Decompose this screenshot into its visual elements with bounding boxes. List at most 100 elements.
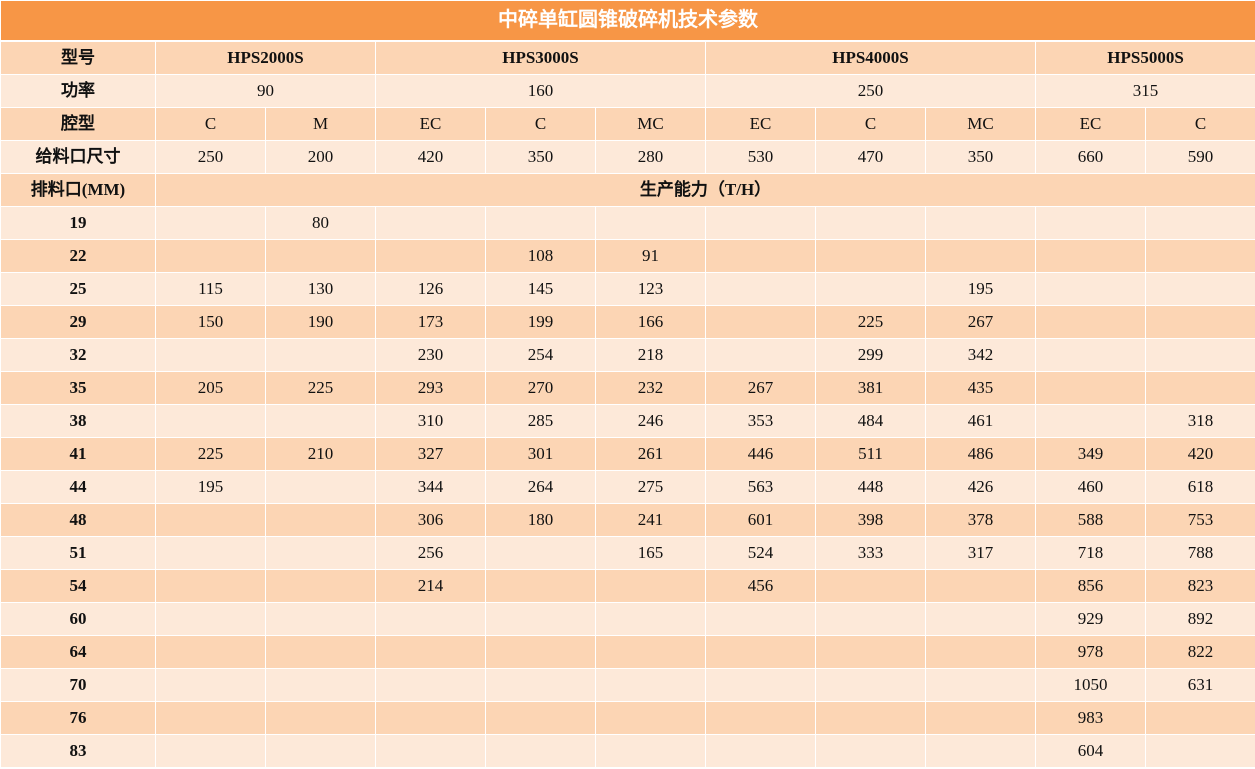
capacity-cell — [1035, 305, 1146, 339]
capacity-cell — [375, 635, 486, 669]
capacity-cell — [705, 734, 816, 768]
capacity-cell: 293 — [375, 371, 486, 405]
table-row: 41 225 210 327 301 261 446 511 486 349 420 — [0, 437, 1255, 471]
cavity-cell: C — [155, 107, 266, 141]
capacity-cell: 301 — [485, 437, 596, 471]
discharge-label: 排料口(MM) — [0, 173, 156, 207]
capacity-cell — [595, 569, 706, 603]
capacity-cell — [1035, 239, 1146, 273]
capacity-cell — [155, 602, 266, 636]
capacity-cell — [485, 602, 596, 636]
capacity-cell — [815, 569, 926, 603]
capacity-cell — [925, 206, 1036, 240]
capacity-cell — [705, 272, 816, 306]
cavity-cell: C — [1144, 107, 1255, 141]
capacity-cell: 631 — [1144, 668, 1255, 702]
capacity-cell — [375, 206, 486, 240]
capacity-cell: 333 — [815, 536, 926, 570]
capacity-cell — [155, 668, 266, 702]
discharge-header-row: 排料口(MM) 生产能力（T/H） — [0, 173, 1255, 207]
capacity-cell — [265, 569, 376, 603]
capacity-cell: 618 — [1144, 470, 1255, 504]
capacity-cell: 270 — [485, 371, 596, 405]
capacity-cell — [705, 206, 816, 240]
capacity-cell: 199 — [485, 305, 596, 339]
feed-cell: 660 — [1035, 140, 1146, 174]
feed-row: 给料口尺寸 250 200 420 350 280 530 470 350 660 590 — [0, 140, 1255, 174]
capacity-cell — [595, 668, 706, 702]
capacity-cell: 115 — [155, 272, 266, 306]
capacity-cell — [265, 404, 376, 438]
table-row: 35 205 225 293 270 232 267 381 435 — [0, 371, 1255, 405]
capacity-cell: 327 — [375, 437, 486, 471]
capacity-cell: 461 — [925, 404, 1036, 438]
capacity-cell: 563 — [705, 470, 816, 504]
capacity-cell — [925, 569, 1036, 603]
capacity-cell: 130 — [265, 272, 376, 306]
capacity-cell: 511 — [815, 437, 926, 471]
capacity-cell — [1035, 206, 1146, 240]
power-row: 功率 90 160 250 315 — [0, 74, 1255, 108]
capacity-cell — [705, 239, 816, 273]
table-row: 83 604 — [0, 734, 1255, 768]
capacity-cell — [925, 602, 1036, 636]
capacity-cell — [155, 536, 266, 570]
discharge-cell: 70 — [0, 668, 156, 702]
capacity-cell: 381 — [815, 371, 926, 405]
capacity-cell: 344 — [375, 470, 486, 504]
capacity-cell: 256 — [375, 536, 486, 570]
capacity-cell: 788 — [1144, 536, 1255, 570]
cavity-cell: MC — [925, 107, 1036, 141]
table-row: 70 1050 631 — [0, 668, 1255, 702]
capacity-cell — [595, 206, 706, 240]
capacity-cell — [815, 701, 926, 735]
capacity-cell: 166 — [595, 305, 706, 339]
capacity-cell — [1144, 272, 1255, 306]
capacity-cell: 718 — [1035, 536, 1146, 570]
table-row: 38 310 285 246 353 484 461 318 — [0, 404, 1255, 438]
capacity-cell — [1144, 239, 1255, 273]
model-cell: HPS2000S — [155, 40, 376, 75]
feed-cell: 200 — [265, 140, 376, 174]
capacity-cell: 165 — [595, 536, 706, 570]
capacity-cell: 123 — [595, 272, 706, 306]
table-title: 中碎单缸圆锥破碎机技术参数 — [0, 0, 1255, 42]
capacity-cell: 398 — [815, 503, 926, 537]
capacity-cell: 978 — [1035, 635, 1146, 669]
capacity-cell: 823 — [1144, 569, 1255, 603]
discharge-cell: 22 — [0, 239, 156, 273]
capacity-cell — [155, 701, 266, 735]
capacity-cell: 753 — [1144, 503, 1255, 537]
capacity-cell: 246 — [595, 404, 706, 438]
capacity-cell — [815, 668, 926, 702]
capacity-cell — [265, 503, 376, 537]
capacity-cell: 225 — [815, 305, 926, 339]
capacity-cell — [1035, 371, 1146, 405]
model-row: 型号 HPS2000S HPS3000S HPS4000S HPS5000S — [0, 40, 1255, 75]
cavity-cell: EC — [1035, 107, 1146, 141]
table-row: 64 978 822 — [0, 635, 1255, 669]
capacity-cell: 173 — [375, 305, 486, 339]
cavity-cell: EC — [705, 107, 816, 141]
capacity-cell — [1144, 734, 1255, 768]
capacity-cell: 190 — [265, 305, 376, 339]
capacity-cell: 210 — [265, 437, 376, 471]
table-row: 51 256 165 524 333 317 718 788 — [0, 536, 1255, 570]
discharge-cell: 83 — [0, 734, 156, 768]
capacity-cell — [705, 338, 816, 372]
capacity-cell: 180 — [485, 503, 596, 537]
capacity-cell — [925, 734, 1036, 768]
capacity-cell: 353 — [705, 404, 816, 438]
feed-cell: 350 — [485, 140, 596, 174]
capacity-cell — [375, 734, 486, 768]
power-cell: 90 — [155, 74, 376, 108]
discharge-cell: 64 — [0, 635, 156, 669]
power-cell: 315 — [1034, 74, 1255, 108]
capacity-cell — [1035, 404, 1146, 438]
capacity-cell — [705, 635, 816, 669]
capacity-cell: 822 — [1144, 635, 1255, 669]
capacity-cell: 264 — [485, 470, 596, 504]
capacity-cell — [155, 206, 266, 240]
capacity-cell — [815, 635, 926, 669]
